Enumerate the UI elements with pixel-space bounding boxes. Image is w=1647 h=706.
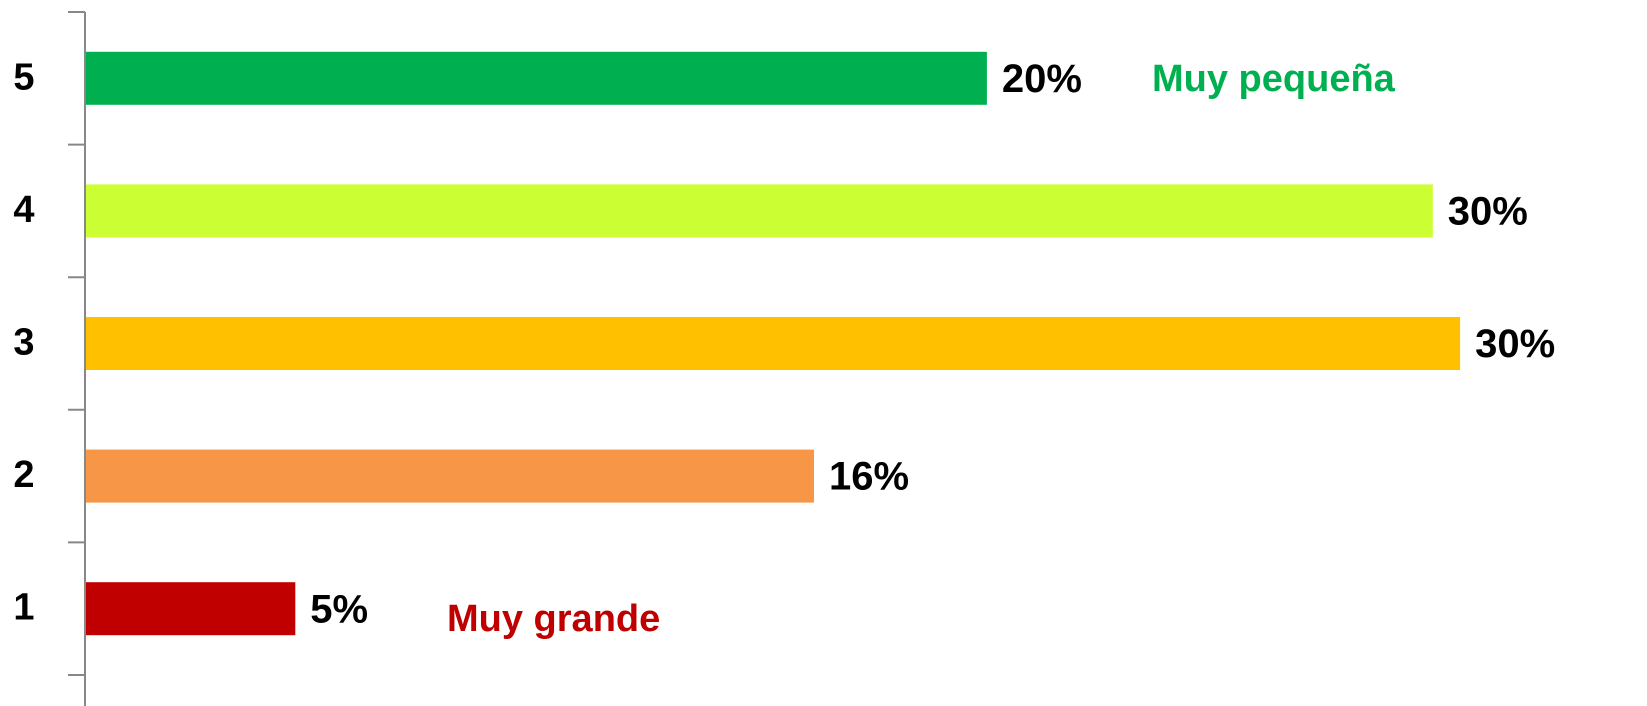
y-tick-label: 5 [13,56,34,98]
data-label: 30% [1475,322,1555,366]
bar [86,449,814,503]
y-tick-label: 4 [13,189,34,231]
y-tick-label: 2 [13,454,34,496]
annotation: Muy grande [447,598,660,640]
y-tick-label: 3 [13,322,34,364]
data-label: 20% [1002,57,1082,101]
annotation: Muy pequeña [1152,58,1396,100]
bar [86,51,987,105]
data-label: 5% [310,587,368,631]
bar [86,184,1433,238]
bar [86,582,296,636]
y-tick-label: 1 [13,587,34,629]
bar [86,317,1461,370]
data-label: 30% [1448,189,1528,233]
data-label: 16% [829,455,909,499]
